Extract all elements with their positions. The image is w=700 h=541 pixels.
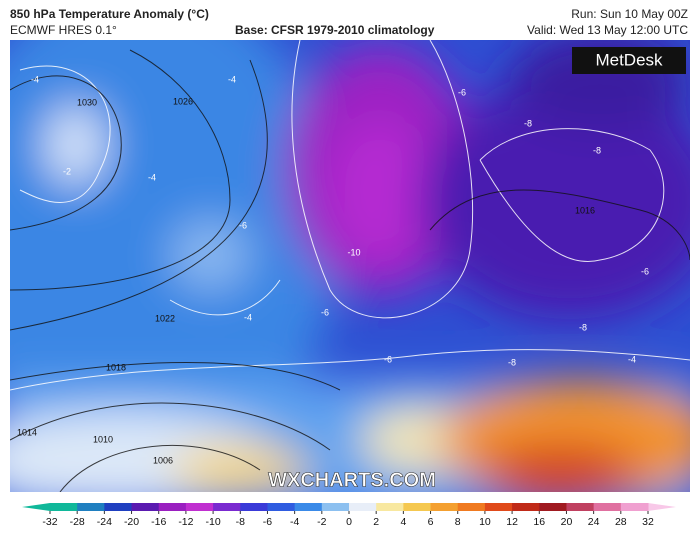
colorbar-segment bbox=[430, 503, 459, 511]
contour-label: 1014 bbox=[17, 427, 37, 437]
logo-box bbox=[572, 47, 686, 74]
colorbar-tick-label: 4 bbox=[400, 516, 406, 528]
colorbar-tick-label: -6 bbox=[263, 516, 272, 528]
colorbar-segment bbox=[349, 503, 377, 511]
contour-label: 1018 bbox=[106, 362, 126, 372]
contour-label: -8 bbox=[593, 145, 601, 155]
run: Run: Sun 10 May 00Z bbox=[571, 7, 688, 21]
colorbar-segment bbox=[484, 503, 513, 511]
contour-label: 1022 bbox=[155, 313, 175, 323]
contour-label: 1016 bbox=[575, 205, 595, 215]
colorbar-segment bbox=[77, 503, 105, 511]
colorbar-segment bbox=[158, 503, 187, 511]
colorbar-tick-label: -12 bbox=[178, 516, 193, 528]
colorbar-tick-label: 2 bbox=[373, 516, 379, 528]
colorbar-tick-label: 28 bbox=[615, 516, 627, 528]
colorbar-tick-label: -32 bbox=[42, 516, 57, 528]
colorbar-segment bbox=[213, 503, 241, 511]
colorbar-segment bbox=[240, 503, 268, 511]
colorbar-end bbox=[22, 503, 50, 511]
base: Base: CFSR 1979-2010 climatology bbox=[235, 23, 435, 37]
contour-label: -10 bbox=[347, 247, 360, 257]
colorbar-tick-label: -20 bbox=[124, 516, 139, 528]
contour-label: -6 bbox=[458, 87, 466, 97]
colorbar-end bbox=[648, 503, 676, 511]
colorbar-segment bbox=[104, 503, 133, 511]
colorbar-tick-label: -8 bbox=[236, 516, 245, 528]
colorbar-tick-label: -24 bbox=[97, 516, 112, 528]
contour-label: -4 bbox=[148, 172, 156, 182]
colorbar-tick-label: 24 bbox=[588, 516, 600, 528]
colorbar-segment bbox=[403, 503, 432, 511]
contour-label: -4 bbox=[228, 74, 236, 84]
colorbar-segment bbox=[566, 503, 595, 511]
contour-label: -2 bbox=[63, 166, 71, 176]
contour-label: -6 bbox=[384, 354, 392, 364]
contour-label: -8 bbox=[508, 357, 516, 367]
colorbar-tick-label: 12 bbox=[506, 516, 518, 528]
colorbar-segment bbox=[457, 503, 486, 511]
colorbar-tick-label: 20 bbox=[561, 516, 573, 528]
colorbar-tick-label: -2 bbox=[317, 516, 326, 528]
contour-label: -4 bbox=[31, 74, 39, 84]
colorbar-tick-label: -10 bbox=[205, 516, 220, 528]
colorbar-segment bbox=[512, 503, 540, 511]
colorbar-segment bbox=[539, 503, 567, 511]
colorbar-segment bbox=[593, 503, 622, 511]
colorbar-tick-label: 0 bbox=[346, 516, 352, 528]
watermark: WXCHARTS.COM bbox=[268, 469, 436, 491]
colorbar-tick-label: 16 bbox=[533, 516, 545, 528]
colorbar-tick-label: 10 bbox=[479, 516, 491, 528]
logo: MetDesk bbox=[595, 50, 663, 69]
contour-label: -6 bbox=[641, 266, 649, 276]
contour-label: -6 bbox=[321, 307, 329, 317]
map: MetDesk WXCHARTS.COM bbox=[10, 40, 690, 492]
colorbar-tick-label: 6 bbox=[428, 516, 434, 528]
colorbar-segment bbox=[131, 503, 160, 511]
colorbar-segment bbox=[294, 503, 323, 511]
colorbar-segment bbox=[620, 503, 649, 511]
colorbar-segment bbox=[50, 503, 78, 511]
contour-label: -4 bbox=[244, 312, 252, 322]
contour-label: 1006 bbox=[153, 455, 173, 465]
title: 850 hPa Temperature Anomaly (°C) bbox=[10, 7, 209, 21]
colorbar-tick-label: -4 bbox=[290, 516, 299, 528]
contour-label: 1026 bbox=[173, 96, 193, 106]
contour-label: 1030 bbox=[77, 97, 97, 107]
colorbar-tick-label: -16 bbox=[151, 516, 166, 528]
contour-label: -6 bbox=[239, 220, 247, 230]
contour-label: -8 bbox=[579, 322, 587, 332]
colorbar-segment bbox=[376, 503, 404, 511]
colorbar-tick-label: 8 bbox=[455, 516, 461, 528]
contour-labels: -4 -2 -4 -4 -6 -4 -6 -10 -6 -8 -8 -6 -8 -6 -8 -4 1030 102… bbox=[17, 74, 649, 465]
contour-label: -4 bbox=[628, 354, 636, 364]
colorbar-tick-label: -28 bbox=[70, 516, 85, 528]
contour-label: -8 bbox=[524, 118, 532, 128]
colorbar-segment bbox=[321, 503, 350, 511]
model: ECMWF HRES 0.1° bbox=[10, 23, 117, 37]
colorbar: -32 -28 -24 -20 -16 -12 -10 -8 -6 -4 -2 0 2 4 6 8 10 12 16… bbox=[22, 503, 676, 528]
colorbar-segment bbox=[267, 503, 296, 511]
colorbar-tick-label: 32 bbox=[642, 516, 654, 528]
contour-label: 1010 bbox=[93, 434, 113, 444]
valid: Valid: Wed 13 May 12:00 UTC bbox=[527, 23, 688, 37]
colorbar-segment bbox=[185, 503, 214, 511]
